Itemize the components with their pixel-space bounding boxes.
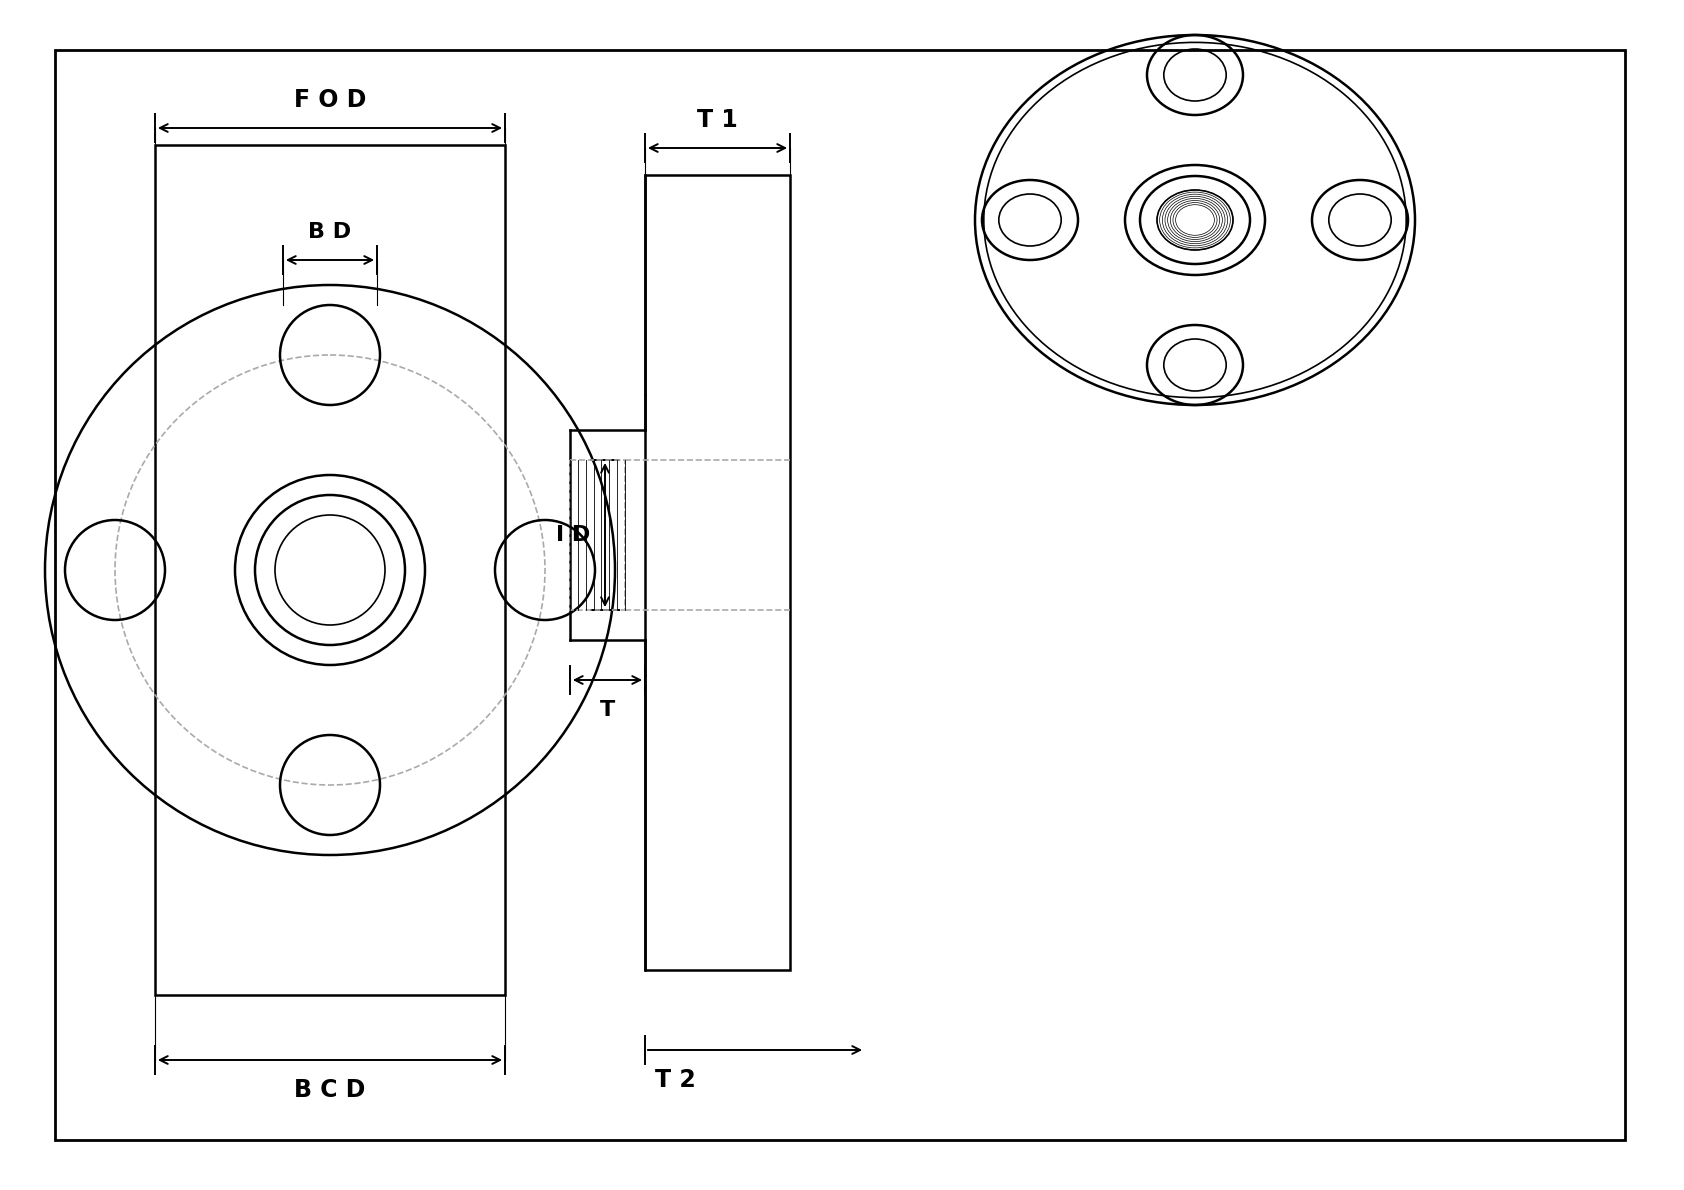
Text: B D: B D — [308, 223, 352, 242]
Bar — [569, 461, 625, 610]
Text: B C D: B C D — [295, 1078, 365, 1102]
Text: T 1: T 1 — [697, 108, 738, 132]
Bar — [155, 145, 505, 995]
Bar — [645, 175, 790, 970]
Text: F O D: F O D — [293, 88, 365, 112]
Text: T: T — [600, 700, 615, 720]
Text: I D: I D — [556, 525, 589, 545]
Text: T 2: T 2 — [655, 1067, 695, 1092]
